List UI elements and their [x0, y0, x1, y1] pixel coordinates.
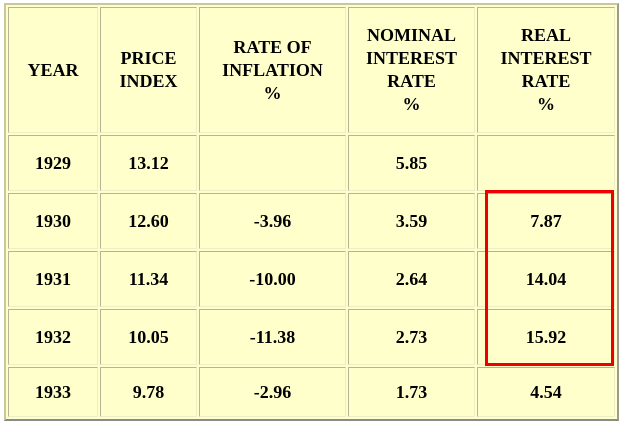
cell-year: 1930	[8, 193, 98, 249]
cell-nominal-interest-rate: 2.64	[348, 251, 475, 307]
cell-real-interest-rate: 4.54	[477, 367, 615, 417]
column-header-price-index: PRICE INDEX	[100, 7, 197, 133]
cell-real-interest-rate: 7.87	[477, 193, 615, 249]
column-header-real-interest-rate: REAL INTEREST RATE %	[477, 7, 615, 133]
cell-price-index: 13.12	[100, 135, 197, 191]
cell-nominal-interest-rate: 2.73	[348, 309, 475, 365]
table-row-1933: 1933 9.78 -2.96 1.73 4.54	[8, 367, 615, 417]
cell-inflation-rate: -11.38	[199, 309, 346, 365]
cell-price-index: 11.34	[100, 251, 197, 307]
cell-price-index: 9.78	[100, 367, 197, 417]
cell-real-interest-rate: 15.92	[477, 309, 615, 365]
cell-nominal-interest-rate: 5.85	[348, 135, 475, 191]
table-row-1932: 1932 10.05 -11.38 2.73 15.92	[8, 309, 615, 365]
column-header-year: YEAR	[8, 7, 98, 133]
column-header-inflation-rate: RATE OF INFLATION %	[199, 7, 346, 133]
table-row-1930: 1930 12.60 -3.96 3.59 7.87	[8, 193, 615, 249]
table-row-1929: 1929 13.12 5.85	[8, 135, 615, 191]
cell-year: 1932	[8, 309, 98, 365]
column-header-nominal-interest-rate: NOMINAL INTEREST RATE %	[348, 7, 475, 133]
cell-price-index: 12.60	[100, 193, 197, 249]
header-row: YEAR PRICE INDEX RATE OF INFLATION % NOM…	[8, 7, 615, 133]
cell-inflation-rate	[199, 135, 346, 191]
cell-year: 1929	[8, 135, 98, 191]
interest-rate-table: YEAR PRICE INDEX RATE OF INFLATION % NOM…	[4, 3, 619, 421]
cell-nominal-interest-rate: 3.59	[348, 193, 475, 249]
cell-inflation-rate: -2.96	[199, 367, 346, 417]
cell-year: 1933	[8, 367, 98, 417]
cell-price-index: 10.05	[100, 309, 197, 365]
cell-inflation-rate: -3.96	[199, 193, 346, 249]
cell-nominal-interest-rate: 1.73	[348, 367, 475, 417]
cell-real-interest-rate	[477, 135, 615, 191]
cell-real-interest-rate: 14.04	[477, 251, 615, 307]
table-row-1931: 1931 11.34 -10.00 2.64 14.04	[8, 251, 615, 307]
cell-inflation-rate: -10.00	[199, 251, 346, 307]
cell-year: 1931	[8, 251, 98, 307]
